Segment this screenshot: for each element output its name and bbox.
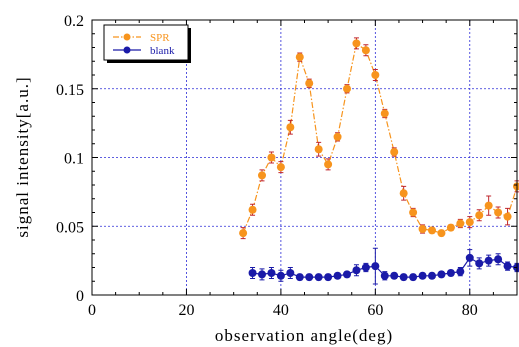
data-point-spr	[380, 109, 389, 118]
legend-box-shadow	[188, 28, 191, 63]
data-point-spr	[513, 182, 519, 191]
x-tick-label: 80	[462, 302, 478, 319]
data-point-spr	[286, 123, 295, 132]
x-tick-label: 60	[367, 302, 383, 319]
y-tick-label: 0.15	[56, 82, 84, 99]
legend-label-blank: blank	[150, 45, 175, 57]
data-point-spr	[267, 153, 276, 162]
data-point-blank	[333, 271, 342, 280]
data-point-blank	[409, 273, 418, 282]
data-point-spr	[343, 84, 351, 93]
tick-labels: 0 20 40 60 80 0 0.05 0.1 0.15 0.2	[56, 13, 478, 319]
data-point-blank	[276, 271, 285, 280]
grid	[92, 20, 517, 295]
y-tick-label: 0.05	[56, 219, 84, 236]
data-point-spr	[428, 226, 436, 235]
data-point-blank	[295, 273, 304, 282]
ticks	[91, 19, 518, 296]
data-point-spr	[456, 219, 465, 228]
data-point-spr	[437, 229, 446, 238]
legend-label-spr: SPR	[150, 32, 170, 44]
data-point-spr	[295, 53, 304, 62]
data-point-spr	[409, 208, 418, 217]
legend-marker-spr	[123, 33, 131, 41]
data-point-blank	[286, 269, 295, 277]
data-point-blank	[380, 271, 389, 280]
data-point-blank	[456, 267, 465, 276]
x-tick-label: 0	[88, 302, 96, 319]
y-tick-label: 0	[76, 288, 84, 305]
data-point-blank	[465, 253, 474, 262]
data-point-spr	[324, 160, 333, 169]
data-point-blank	[494, 255, 503, 264]
data-point-spr	[494, 208, 503, 217]
data-point-spr	[361, 46, 370, 55]
data-point-spr	[276, 163, 285, 172]
data-point-spr	[258, 171, 266, 180]
y-tick-label: 0.1	[64, 151, 84, 168]
data-point-blank	[314, 273, 323, 282]
data-point-spr	[399, 189, 408, 198]
data-point-blank	[361, 263, 370, 272]
data-point-spr	[371, 71, 380, 79]
data-point-blank	[446, 269, 455, 277]
x-axis-title: observation angle(deg)	[215, 326, 393, 345]
data-point-spr	[446, 223, 455, 232]
data-point-spr	[390, 148, 399, 156]
data-point-blank	[267, 269, 276, 277]
data-point-blank	[418, 271, 427, 280]
series-blank	[248, 247, 519, 285]
data-point-blank	[390, 271, 399, 280]
data-point-spr	[333, 132, 342, 141]
legend: SPR blank	[103, 24, 191, 63]
data-point-blank	[437, 270, 446, 279]
data-point-blank	[484, 256, 493, 265]
data-point-spr	[248, 205, 257, 214]
data-point-blank	[399, 273, 408, 282]
series-spr	[239, 37, 519, 240]
data-point-blank	[258, 270, 266, 279]
data-point-blank	[305, 273, 314, 282]
data-point-spr	[475, 211, 484, 220]
x-tick-label: 40	[273, 302, 289, 319]
y-tick-label: 0.2	[64, 13, 84, 30]
data-point-spr	[418, 225, 427, 233]
data-point-spr	[465, 218, 474, 227]
x-tick-label: 20	[178, 302, 194, 319]
data-point-spr	[239, 229, 248, 238]
legend-marker-blank	[123, 46, 131, 54]
data-point-blank	[352, 266, 361, 275]
legend-box	[103, 24, 189, 61]
data-point-blank	[324, 273, 333, 282]
data-point-spr	[503, 212, 512, 221]
legend-box-shadow-bottom	[107, 60, 191, 63]
data-point-spr	[352, 39, 361, 48]
data-point-spr	[484, 201, 493, 210]
data-point-blank	[428, 271, 436, 280]
data-point-blank	[503, 262, 512, 271]
y-axis-title: signal intensity[a.u.]	[13, 76, 32, 237]
data-point-blank	[248, 269, 257, 277]
series-layer	[239, 37, 519, 285]
data-point-blank	[371, 262, 380, 271]
data-point-spr	[305, 79, 314, 88]
data-point-blank	[343, 270, 351, 279]
data-point-blank	[475, 259, 484, 268]
data-point-spr	[314, 145, 323, 154]
